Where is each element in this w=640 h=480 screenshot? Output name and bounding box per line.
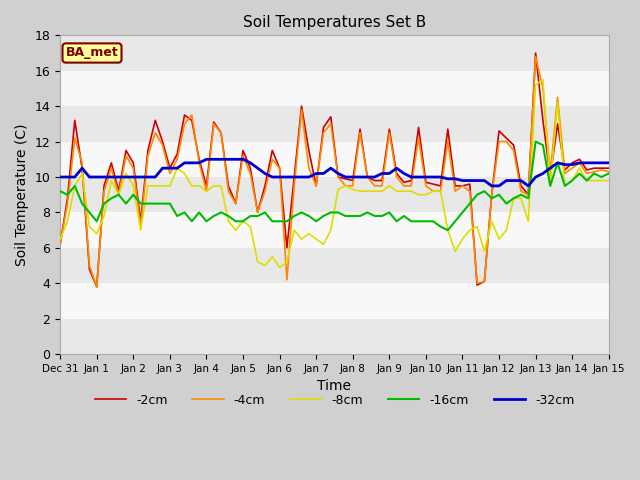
Text: BA_met: BA_met	[66, 47, 118, 60]
Bar	[60, 319, 609, 354]
Bar	[60, 106, 609, 142]
Y-axis label: Soil Temperature (C): Soil Temperature (C)	[15, 123, 29, 266]
Bar	[60, 248, 609, 283]
X-axis label: Time: Time	[317, 379, 351, 394]
Title: Soil Temperatures Set B: Soil Temperatures Set B	[243, 15, 426, 30]
Legend: -2cm, -4cm, -8cm, -16cm, -32cm: -2cm, -4cm, -8cm, -16cm, -32cm	[90, 389, 579, 412]
Bar	[60, 142, 609, 177]
Bar	[60, 213, 609, 248]
Bar	[60, 36, 609, 71]
Bar	[60, 177, 609, 213]
Bar	[60, 283, 609, 319]
Bar	[60, 71, 609, 106]
